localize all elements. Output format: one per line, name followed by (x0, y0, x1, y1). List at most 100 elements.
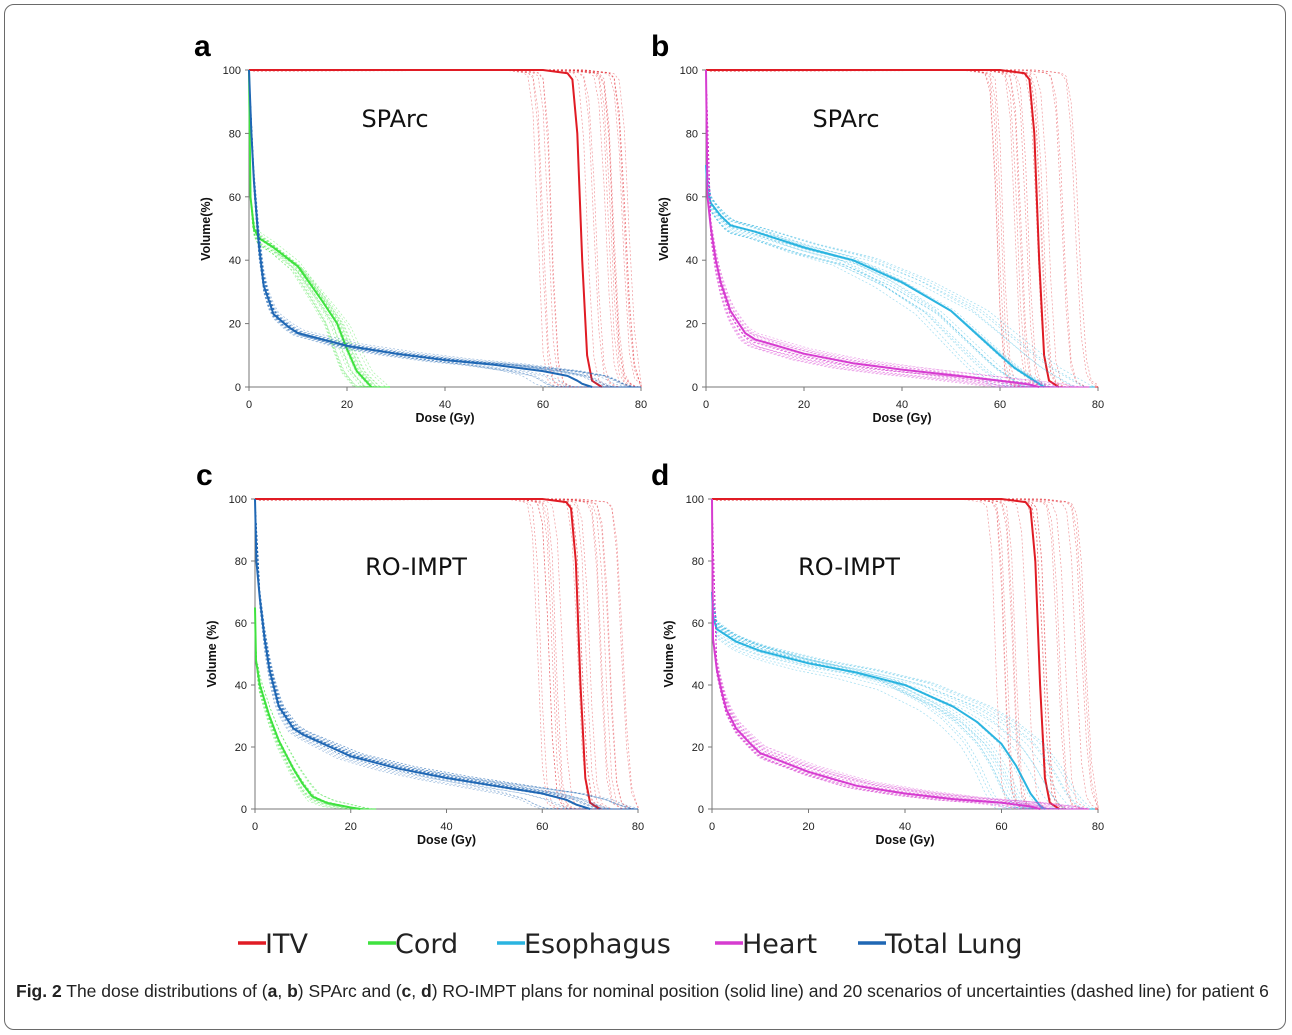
x-tick-label: 80 (635, 399, 647, 411)
scenario-line (254, 498, 638, 810)
y-tick-label: 20 (686, 319, 698, 331)
scenario-line (254, 498, 638, 810)
panel-a: a 0 20 40 60 80 100 0 20 40 60 80 Dose (Gy) Volume(%)… (194, 30, 647, 425)
series-cord (254, 607, 377, 810)
scenario-line (254, 607, 377, 810)
scenario-line (254, 498, 638, 810)
legend: ITV Cord Esophagus Heart Total Lung (238, 929, 1023, 960)
y-tick-label: 100 (223, 65, 241, 77)
scenario-line (705, 165, 1095, 388)
scenario-line (711, 591, 1095, 810)
panel-letter: b (651, 30, 669, 63)
scenario-line (705, 165, 1095, 388)
scenario-line (248, 69, 390, 388)
scenario-line (705, 69, 1090, 388)
nominal-line (254, 498, 591, 810)
y-tick-label: 0 (235, 382, 241, 394)
scenario-line (248, 69, 641, 388)
panel-c: c 0 20 40 60 80 100 0 20 40 60 80 Dose (Gy) Volume (%… (196, 459, 644, 847)
scenario-line (254, 498, 639, 809)
x-tick-label: 60 (994, 399, 1006, 411)
scenario-line (254, 498, 639, 810)
scenario-line (711, 498, 1090, 810)
scenario-line (711, 498, 1090, 810)
scenario-line (254, 498, 638, 810)
scenario-line (705, 165, 1095, 388)
scenario-line (711, 498, 1098, 810)
scenario-line (254, 498, 638, 810)
panel-d: d 0 20 40 60 80 100 0 20 40 60 80 Dose (Gy) Volume (%… (651, 459, 1104, 847)
scenario-line (711, 498, 1090, 810)
series-esophagus (705, 165, 1095, 388)
x-tick-label: 20 (802, 821, 814, 833)
scenario-line (711, 498, 1090, 810)
y-tick-label: 80 (692, 556, 704, 568)
legend-label: Heart (742, 929, 817, 960)
scenario-line (711, 498, 1090, 810)
scenario-line (248, 69, 390, 388)
nominal-line (712, 498, 1060, 810)
scenario-line (255, 498, 638, 810)
scenario-line (711, 591, 1095, 810)
x-axis-label: Dose (Gy) (415, 411, 474, 425)
series-itv (254, 498, 639, 810)
scenario-line (711, 591, 1095, 810)
scenario-line (254, 607, 377, 810)
scenario-line (254, 498, 638, 810)
x-tick-label: 40 (896, 399, 908, 411)
scenario-line (711, 498, 1090, 810)
y-tick-label: 80 (229, 128, 241, 140)
scenario-line (712, 498, 1099, 809)
x-tick-label: 0 (246, 399, 252, 411)
scenario-line (705, 69, 1090, 388)
nominal-line (249, 69, 603, 388)
nominal-line (706, 69, 1060, 388)
scenario-line (248, 69, 641, 388)
scenario-line (705, 165, 1095, 388)
panel-title: RO-IMPT (365, 553, 467, 581)
scenario-line (254, 607, 377, 810)
legend-label: Total Lung (884, 929, 1023, 960)
scenario-line (711, 498, 1090, 810)
scenario-line (254, 498, 638, 810)
scenario-line (705, 69, 1090, 388)
caption-fragment: ) RO-IMPT plans for nominal position (so… (431, 981, 1269, 1001)
scenario-line (705, 165, 1095, 388)
scenario-line (254, 607, 377, 810)
scenario-line (255, 498, 638, 810)
panel-letter: d (651, 459, 669, 492)
scenario-line (705, 69, 1090, 388)
scenario-line (248, 69, 390, 388)
scenario-line (255, 498, 638, 810)
x-axis-label: Dose (Gy) (417, 833, 476, 847)
y-tick-label: 0 (698, 804, 704, 816)
scenario-line (705, 165, 1095, 388)
panel-title: RO-IMPT (798, 553, 900, 581)
figure-caption: Fig. 2 The dose distributions of (a, b) … (16, 979, 1278, 1003)
legend-label: Cord (395, 929, 458, 960)
caption-label: Fig. 2 (16, 981, 62, 1001)
scenario-line (248, 69, 391, 388)
x-tick-label: 0 (703, 399, 709, 411)
scenario-line (255, 498, 638, 810)
scenario-line (248, 69, 390, 388)
panel-letter: a (194, 30, 211, 63)
scenario-line (248, 69, 390, 388)
y-tick-label: 60 (229, 192, 241, 204)
scenario-line (705, 165, 1095, 388)
scenario-line (248, 69, 641, 388)
scenario-line (248, 69, 390, 388)
y-axis-label: Volume (%) (662, 620, 676, 687)
scenario-line (254, 498, 638, 810)
x-tick-label: 40 (440, 821, 452, 833)
x-tick-label: 20 (341, 399, 353, 411)
y-tick-label: 20 (692, 742, 704, 754)
x-tick-label: 60 (536, 821, 548, 833)
scenario-line (254, 498, 638, 810)
scenario-line (248, 69, 390, 388)
scenario-line (705, 69, 1090, 388)
scenario-line (248, 69, 641, 388)
scenario-line (711, 591, 1095, 810)
y-tick-label: 0 (241, 804, 247, 816)
scenario-line (254, 607, 377, 810)
